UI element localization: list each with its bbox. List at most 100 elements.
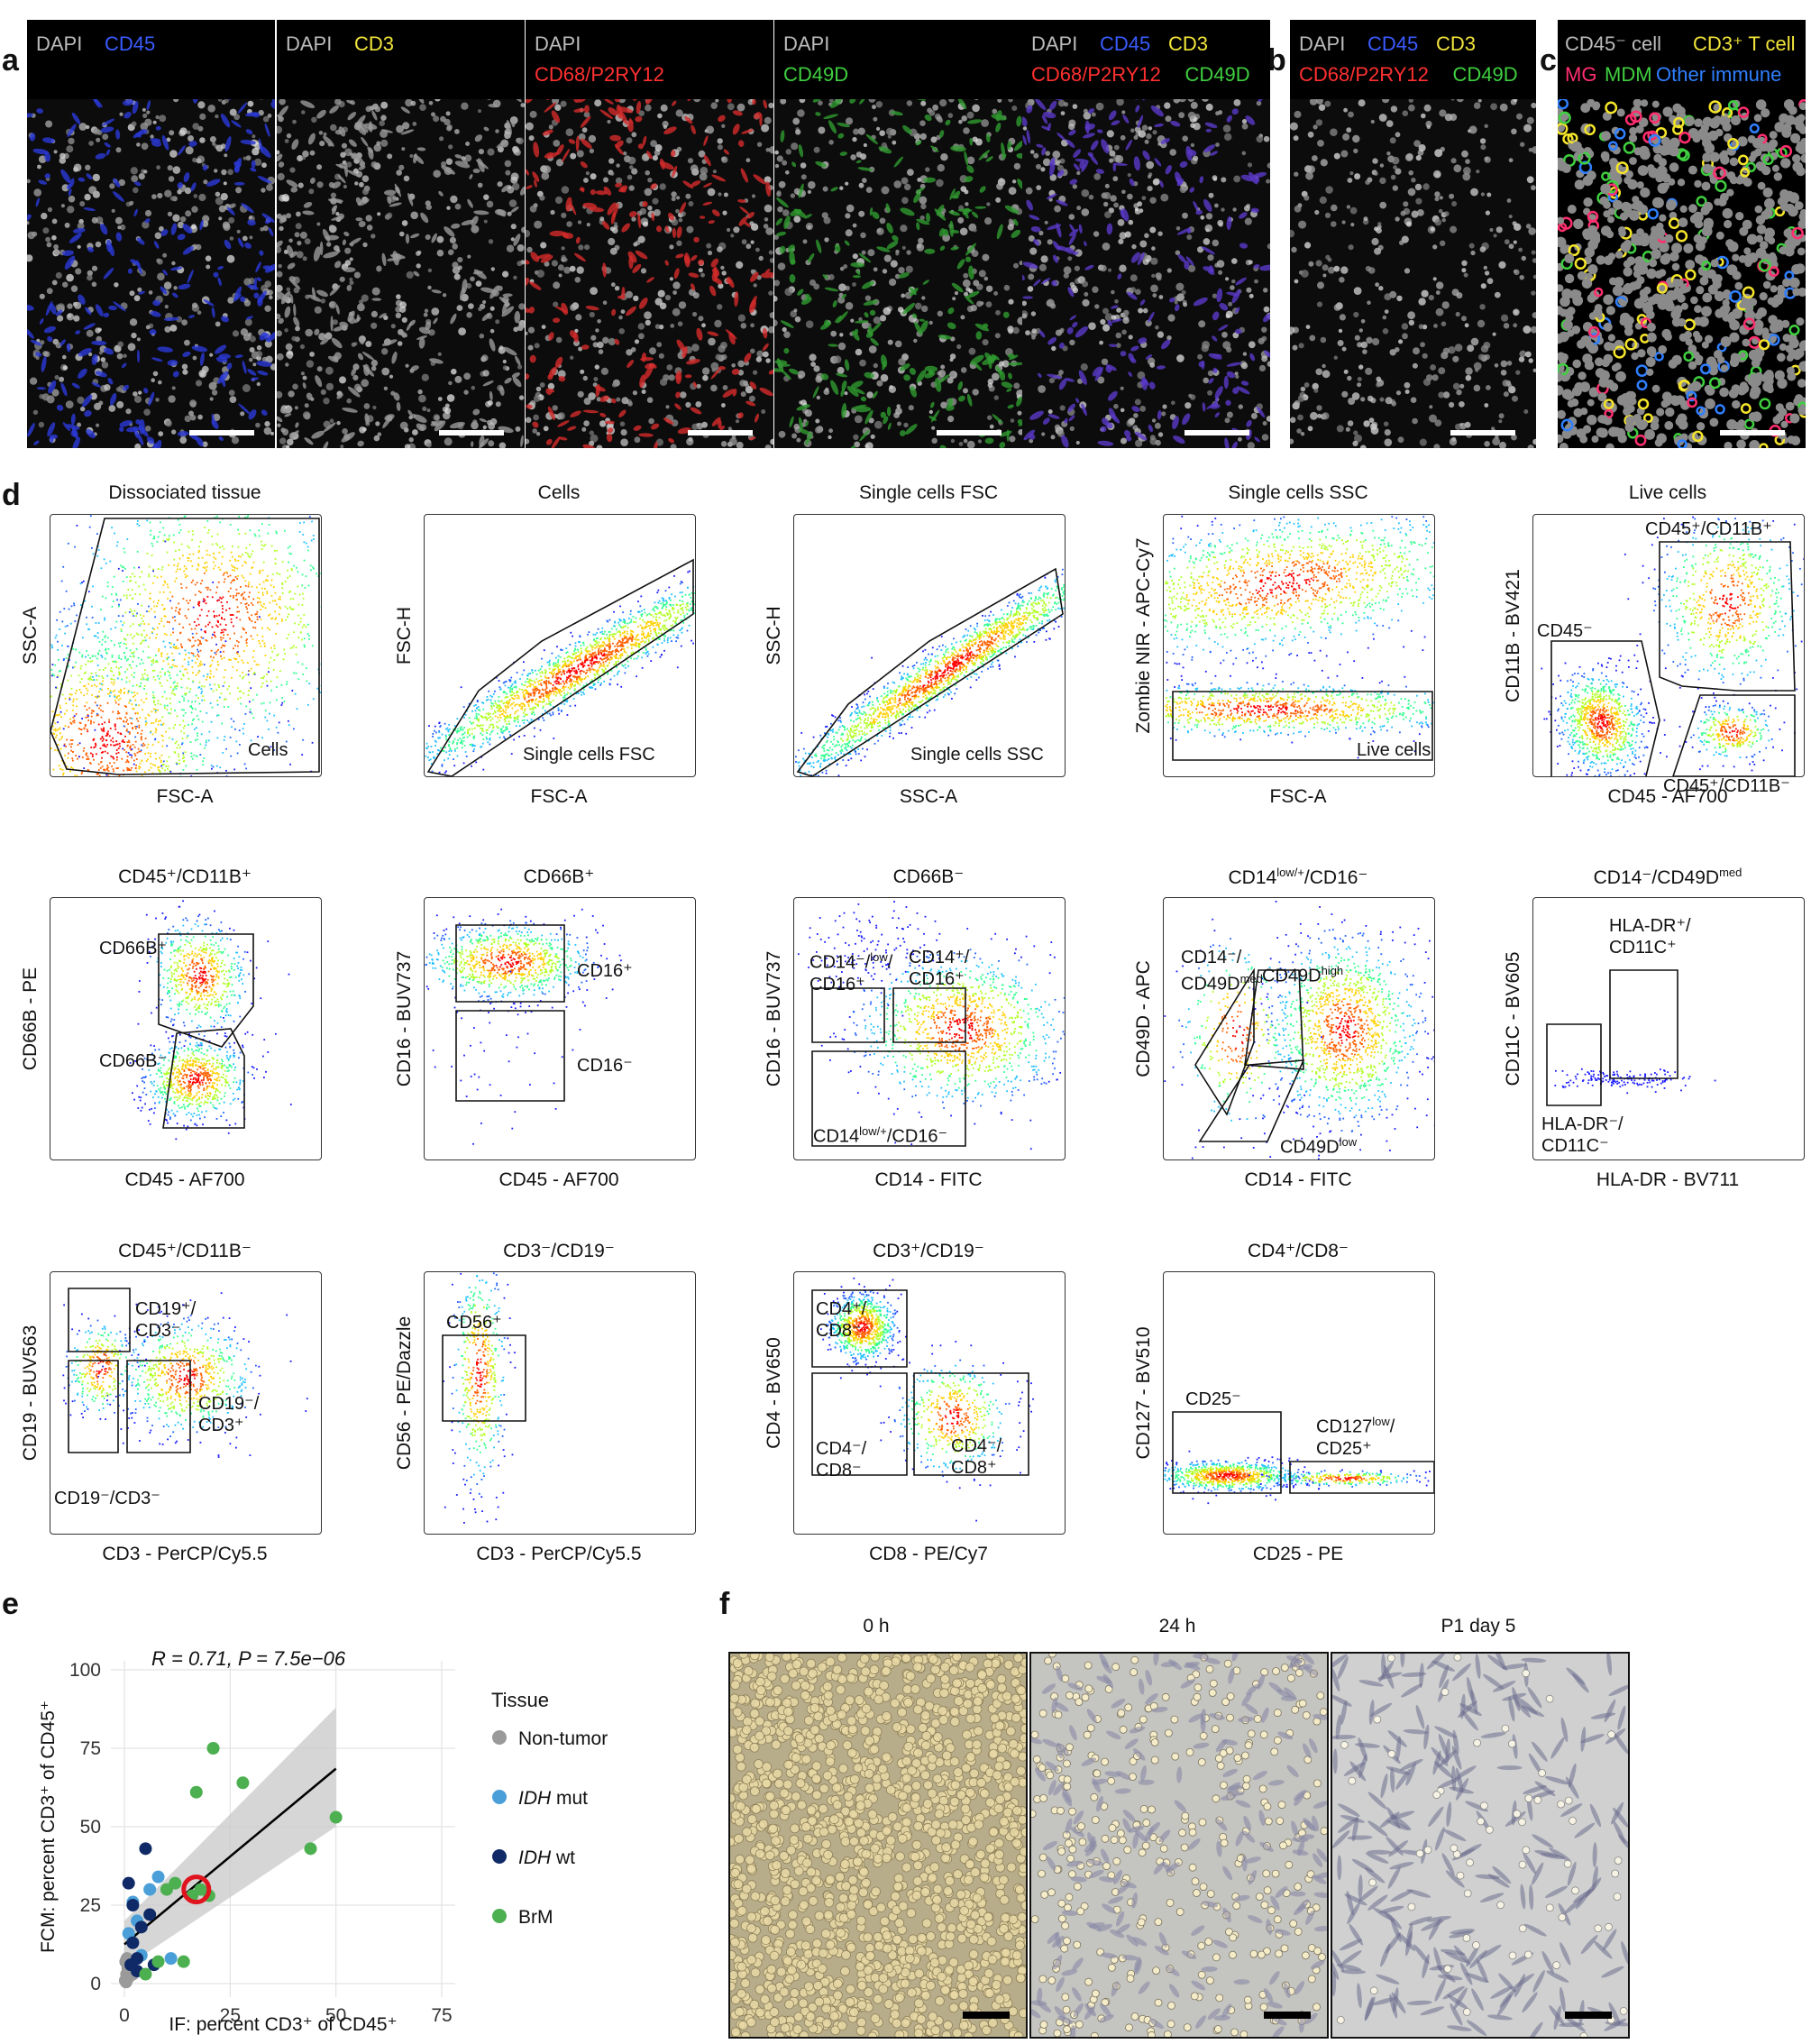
scale-bar — [1450, 430, 1515, 435]
flow-plot-frame — [424, 1271, 696, 1535]
gate-label: CD19⁻/CD3⁻ — [54, 1488, 160, 1509]
gate-label: CD4⁻/CD8⁺ — [951, 1435, 1002, 1479]
flow-scatter — [425, 515, 695, 776]
y-axis-label: FCM: percent CD3⁺ of CD45⁺ — [38, 1700, 59, 1953]
channel-label: CD49D — [1185, 63, 1250, 87]
data-point — [178, 1956, 190, 1968]
scale-bar — [189, 430, 254, 435]
gate-label: Cells — [248, 739, 288, 761]
flow-plot-title: Dissociated tissue — [50, 482, 320, 504]
channel-label: CD68/P2RY12 — [535, 63, 664, 87]
scale-bar — [688, 430, 753, 435]
y-tick-label: 75 — [80, 1738, 101, 1759]
gate-label: HLA-DR⁻/CD11C⁻ — [1541, 1114, 1623, 1157]
flow-plot-title: Live cells — [1532, 482, 1803, 504]
y-axis-label: CD11B - BV421 — [1503, 505, 1524, 766]
panel-label-c: c — [1540, 43, 1557, 78]
data-point — [165, 1952, 178, 1965]
channel-label: CD45 — [1100, 32, 1150, 56]
flow-plot-title: CD66B⁺ — [424, 866, 694, 888]
data-point — [330, 1811, 343, 1824]
gate-label: CD19⁻/CD3⁺ — [198, 1393, 259, 1436]
channel-label: DAPI — [535, 32, 581, 56]
gate — [1673, 695, 1795, 776]
y-axis-label: SSC-H — [764, 505, 785, 766]
y-axis-label: CD11C - BV605 — [1503, 888, 1524, 1150]
x-axis-label: CD45 - AF700 — [424, 1169, 694, 1191]
flow-scatter — [794, 515, 1065, 776]
gate-label: CD19⁺/CD3⁻ — [135, 1298, 196, 1342]
channel-label: CD3 — [354, 32, 394, 56]
timepoint-label: 0 h — [728, 1616, 1024, 1637]
flow-plot-frame — [1163, 897, 1435, 1160]
x-axis-label: CD3 - PerCP/Cy5.5 — [50, 1544, 320, 1565]
flow-scatter — [50, 898, 321, 1159]
brightfield-image — [1331, 1652, 1630, 2039]
gate-label: CD127low/CD25⁺ — [1316, 1411, 1395, 1460]
gate-label: CD14⁻/CD49Dmed — [1181, 947, 1263, 995]
x-axis-label: CD14 - FITC — [1163, 1169, 1433, 1191]
x-axis-label: CD3 - PerCP/Cy5.5 — [424, 1544, 694, 1565]
gate-label: HLA-DR⁺/CD11C⁺ — [1609, 915, 1691, 958]
flow-scatter — [1533, 515, 1804, 776]
data-point — [124, 1958, 137, 1971]
legend-celltype: MDM — [1605, 63, 1652, 87]
x-axis-label: CD25 - PE — [1163, 1544, 1433, 1565]
legend-swatch — [492, 1790, 507, 1804]
data-point — [126, 1899, 139, 1911]
data-point — [236, 1776, 249, 1789]
data-point — [139, 1842, 151, 1855]
y-axis-label: CD49D - APC — [1133, 888, 1155, 1150]
data-point — [143, 1884, 156, 1896]
data-point — [123, 1877, 135, 1890]
x-tick-label: 0 — [119, 2005, 130, 2026]
flow-plot: CD66B⁻CD14⁻/low/CD16⁺CD14⁺/CD16⁺CD14low/… — [744, 866, 1113, 1244]
correlation-stat: R = 0.71, P = 7.5e−06 — [151, 1647, 346, 1670]
flow-plot-frame — [793, 514, 1066, 777]
flow-plot: CD14⁻/CD49Dmed HLA-DR⁺/CD11C⁺ HLA-DR⁻/CD11… — [1483, 866, 1811, 1244]
flow-plot-title: CD4⁺/CD8⁻ — [1163, 1240, 1433, 1262]
flow-plot-title: CD14low/+/CD16⁻ — [1163, 866, 1433, 889]
x-axis-label: CD45 - AF700 — [50, 1169, 320, 1191]
legend-label: IDH mut — [518, 1788, 588, 1809]
channel-label: CD68/P2RY12 — [1299, 63, 1429, 87]
gate-label: CD49Dhigh — [1262, 960, 1343, 987]
x-tick-label: 75 — [431, 2005, 452, 2026]
gate — [69, 1288, 130, 1352]
flow-plot-title: CD14⁻/CD49Dmed — [1532, 866, 1803, 889]
timepoint-label: 24 h — [1029, 1616, 1325, 1637]
gate-label: CD56⁺ — [446, 1312, 502, 1334]
flow-plot-title: Single cells SSC — [1163, 482, 1433, 504]
flow-scatter — [425, 898, 695, 1159]
channel-label: CD49D — [783, 63, 848, 87]
flow-scatter — [1164, 515, 1434, 776]
data-point — [152, 1956, 165, 1968]
channel-label: DAPI — [1299, 32, 1345, 56]
gate-label: Live cells — [1357, 739, 1431, 761]
legend-cd45neg: CD45⁻ cell — [1565, 32, 1661, 56]
x-axis-label: FSC-A — [424, 786, 694, 808]
brightfield-image — [1029, 1652, 1329, 2039]
channel-label: DAPI — [1031, 32, 1077, 56]
gate — [456, 1011, 564, 1101]
scale-bar — [439, 430, 504, 435]
brightfield-image — [728, 1652, 1028, 2039]
panel-label-b: b — [1267, 43, 1286, 78]
channel-label: CD68/P2RY12 — [1031, 63, 1161, 87]
gate-label: CD4⁺/CD8⁻ — [816, 1298, 866, 1342]
flow-plot-title: CD66B⁻ — [793, 866, 1064, 888]
gate-label: CD49Dlow — [1280, 1132, 1357, 1159]
channel-label: CD3 — [1436, 32, 1476, 56]
channel-label: CD49D — [1453, 63, 1518, 87]
flow-plot-frame — [424, 514, 696, 777]
gate — [1660, 542, 1795, 691]
